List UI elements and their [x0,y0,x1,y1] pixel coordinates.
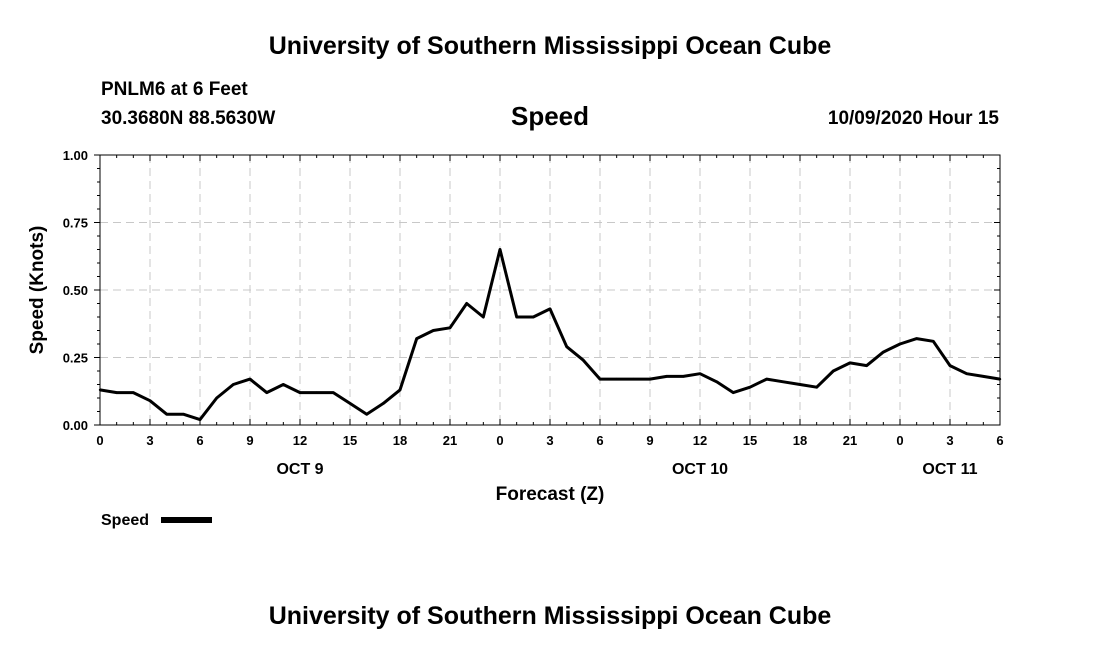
speed-data-point [848,361,852,365]
x-tick-label: 15 [743,433,757,448]
speed-data-point [982,375,985,378]
speed-data-point [398,388,402,392]
speed-data-point [865,364,868,367]
x-tick-label: 12 [293,433,307,448]
speed-data-point [432,329,435,332]
x-tick-label: 3 [946,433,953,448]
top-title: University of Southern Mississippi Ocean… [269,32,832,60]
speed-data-point [965,372,968,375]
speed-data-point [682,375,685,378]
speed-data-point [932,340,935,343]
x-tick-label: 3 [546,433,553,448]
speed-data-point [498,248,502,251]
speed-data-point [782,380,785,383]
x-tick-label: 6 [596,433,603,448]
speed-data-point [215,396,218,400]
x-axis-label: Forecast (Z) [496,484,605,505]
y-axis-label: Speed (Knots) [27,226,48,355]
speed-data-point [465,302,468,305]
y-tick-label: 0.50 [63,283,88,298]
speed-data-point [765,377,768,381]
x-tick-label: 0 [496,433,503,448]
speed-data-point [798,383,802,386]
speed-data-point [565,345,568,348]
x-tick-label: 21 [443,433,457,448]
speed-data-point [998,377,1002,381]
date-label: OCT 10 [672,461,728,478]
legend-label: Speed [101,512,149,529]
station-label: PNLM6 at 6 Feet [101,79,248,100]
speed-data-point [165,413,168,416]
x-tick-label: 12 [693,433,707,448]
variable-title: Speed [511,101,589,131]
datetime-label: 10/09/2020 Hour 15 [828,108,1000,129]
speed-data-point [182,413,185,416]
speed-data-point [365,413,368,416]
speed-data-point [632,377,635,381]
x-tick-label: 18 [793,433,807,448]
speed-data-point [815,386,818,389]
speed-data-point [598,377,602,381]
speed-data-point [248,377,252,381]
speed-data-point [132,391,135,394]
x-tick-label: 0 [96,433,103,448]
x-tick-label: 9 [646,433,653,448]
bottom-title: University of Southern Mississippi Ocean… [269,602,832,630]
speed-data-point [648,377,652,381]
speed-data-point [415,337,418,340]
speed-data-point [732,391,735,394]
date-label: OCT 11 [922,461,977,478]
x-tick-labels: 0 3 6 9 12 15 18 21 0 3 6 9 12 15 18 21 0 3 6 [96,433,1003,448]
speed-data-point [265,391,268,394]
speed-data-point [898,342,902,346]
speed-data-point [548,307,552,311]
speed-data-point [748,386,752,389]
speed-data-point [448,326,452,329]
x-tick-label: 6 [996,433,1003,448]
speed-data-point [232,383,235,386]
coordinates-label: 30.3680N 88.5630W [101,108,275,129]
speed-data-point [698,372,702,375]
x-tick-label: 3 [146,433,153,448]
grid-lines [100,155,1000,425]
x-tick-label: 9 [246,433,253,448]
speed-data-point [915,337,918,340]
speed-data-point [948,364,952,367]
speed-data-point [665,375,668,378]
speed-data-point [515,315,518,319]
speed-data-point [332,391,335,394]
date-labels: OCT 9 OCT 10 OCT 11 [276,461,977,478]
y-tick-label: 1.00 [63,148,88,163]
speed-data-point [882,350,885,354]
speed-data-point [482,315,485,319]
speed-data-point [198,418,202,421]
y-tick-label: 0.00 [63,418,88,433]
date-label: OCT 9 [276,461,323,478]
plot-frame [99,154,1001,426]
x-tick-label: 18 [393,433,407,448]
speed-data-point [615,377,618,381]
speed-data-point [298,391,302,394]
speed-data-point [582,359,585,362]
speed-data-point [532,315,535,319]
series-group [98,248,1002,422]
x-tick-label: 15 [343,433,357,448]
speed-data-point [348,402,352,405]
y-tick-label: 0.75 [63,216,88,231]
speed-data-point [315,391,318,394]
x-tick-label: 0 [896,433,903,448]
speed-data-point [282,383,285,386]
y-tick-labels: 0.00 0.25 0.50 0.75 1.00 [63,148,88,433]
y-tick-label: 0.25 [63,351,88,366]
speed-data-point [832,369,835,373]
speed-data-point [715,380,718,383]
x-tick-label: 6 [196,433,203,448]
speed-data-point [382,402,385,405]
speed-data-point [148,399,152,402]
x-tick-label: 21 [843,433,857,448]
speed-data-point [98,388,102,392]
speed-data-point [115,391,118,394]
